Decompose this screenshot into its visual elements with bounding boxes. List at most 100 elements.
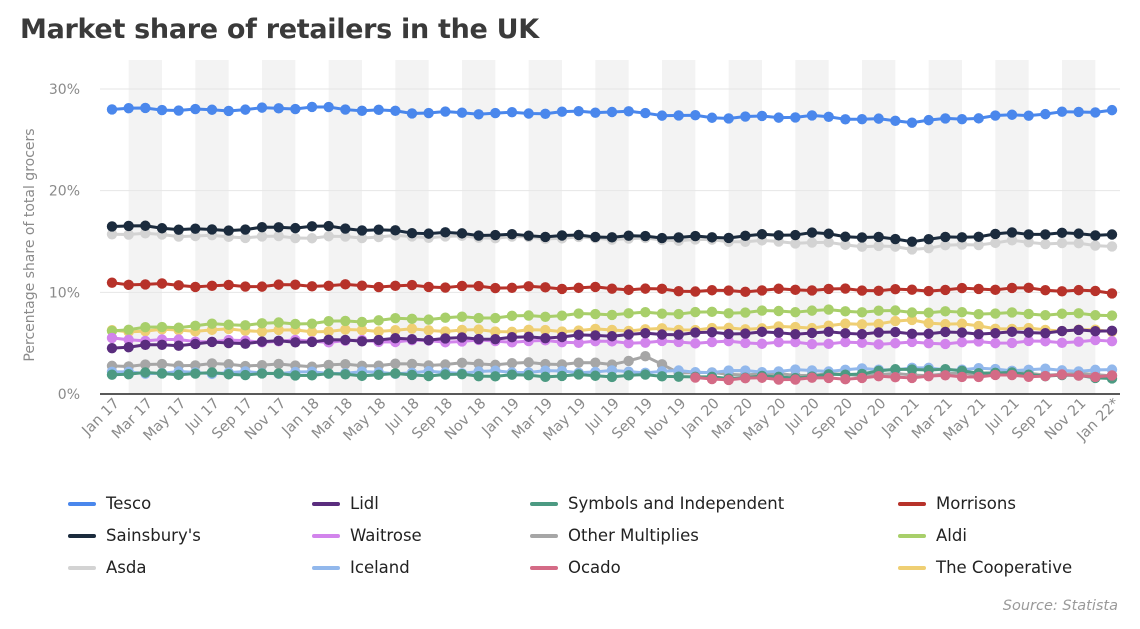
data-point <box>556 331 568 343</box>
data-point <box>256 102 268 113</box>
data-point <box>456 368 468 380</box>
legend-item-ocado[interactable]: Ocado <box>530 558 621 577</box>
data-point <box>806 372 818 383</box>
data-point <box>590 231 601 243</box>
data-point <box>190 230 201 242</box>
data-point <box>323 368 334 379</box>
data-point <box>756 229 768 240</box>
data-point <box>1090 371 1101 383</box>
data-point <box>423 325 434 336</box>
data-point <box>556 283 568 295</box>
legend-item-aldi[interactable]: Aldi <box>898 526 967 545</box>
data-point <box>640 230 651 242</box>
legend-item-waitrose[interactable]: Waitrose <box>312 526 422 545</box>
data-point <box>140 228 151 239</box>
data-point <box>656 308 668 319</box>
data-point <box>190 320 201 331</box>
data-point <box>256 326 268 337</box>
data-point <box>156 358 168 370</box>
legend-item-other-multiplies[interactable]: Other Multiplies <box>530 526 699 545</box>
data-point <box>223 105 234 117</box>
data-point <box>123 342 134 353</box>
data-point <box>723 374 734 386</box>
data-point <box>790 329 801 340</box>
data-point <box>256 318 268 329</box>
legend-label: Asda <box>106 558 147 577</box>
data-point <box>890 241 901 252</box>
data-point <box>1056 227 1068 238</box>
data-point <box>123 368 134 380</box>
legend-item-lidl[interactable]: Lidl <box>312 494 379 513</box>
data-point <box>890 371 901 383</box>
data-point <box>1056 325 1068 337</box>
data-point <box>590 281 601 293</box>
data-point <box>656 283 668 295</box>
data-point <box>456 332 468 343</box>
data-point <box>723 232 734 244</box>
data-point <box>740 328 751 339</box>
legend-item-symbols-and-independent[interactable]: Symbols and Independent <box>530 494 784 513</box>
data-point <box>1040 108 1051 120</box>
data-point <box>723 308 734 319</box>
data-point <box>106 104 118 115</box>
legend-item-asda[interactable]: Asda <box>68 558 146 577</box>
data-point <box>356 324 368 336</box>
data-point <box>1006 282 1018 294</box>
data-point <box>1023 282 1034 294</box>
data-point <box>140 359 151 370</box>
data-point <box>123 334 134 345</box>
data-point <box>840 328 851 339</box>
data-point <box>1023 335 1034 347</box>
data-point <box>506 331 518 343</box>
legend-item-iceland[interactable]: Iceland <box>312 558 410 577</box>
data-point <box>773 305 784 317</box>
legend-item-tesco[interactable]: Tesco <box>68 494 151 513</box>
data-point <box>706 232 718 243</box>
data-point <box>890 315 901 327</box>
legend-label: Other Multiplies <box>568 526 699 545</box>
data-point <box>423 334 434 346</box>
data-point <box>540 282 551 293</box>
legend-item-sainsburys[interactable]: Sainsbury's <box>68 526 201 545</box>
data-point <box>840 283 851 294</box>
data-point <box>373 334 384 346</box>
legend-item-the-cooperative[interactable]: The Cooperative <box>898 558 1072 577</box>
data-point <box>356 232 368 244</box>
data-point <box>490 312 501 324</box>
data-point <box>356 105 368 117</box>
data-point <box>490 371 501 382</box>
data-point <box>740 230 751 242</box>
data-point <box>940 239 951 251</box>
data-point <box>140 279 151 290</box>
data-point <box>390 333 401 344</box>
data-point <box>406 333 418 345</box>
data-point <box>906 336 918 348</box>
data-point <box>340 334 351 346</box>
legend-swatch <box>530 533 558 538</box>
data-point <box>906 244 918 255</box>
legend-swatch <box>68 533 96 538</box>
data-point <box>840 374 851 385</box>
legend-swatch <box>530 501 558 506</box>
data-point <box>1106 370 1118 381</box>
data-point <box>373 231 384 243</box>
legend-item-morrisons[interactable]: Morrisons <box>898 494 1016 513</box>
y-tick-label: 30% <box>49 82 80 98</box>
data-point <box>1073 228 1084 239</box>
data-point <box>390 225 401 236</box>
legend-label: Tesco <box>106 494 152 513</box>
data-point <box>406 358 418 370</box>
data-point <box>906 236 918 247</box>
data-point <box>540 231 551 243</box>
data-point <box>823 326 834 337</box>
data-point <box>956 371 968 383</box>
data-point <box>406 227 418 239</box>
data-point <box>423 314 434 325</box>
data-point <box>973 283 984 295</box>
data-point <box>573 369 584 380</box>
data-point <box>540 371 551 383</box>
data-point <box>790 364 801 375</box>
data-point <box>806 305 818 316</box>
data-point <box>323 334 334 345</box>
data-point <box>573 337 584 349</box>
